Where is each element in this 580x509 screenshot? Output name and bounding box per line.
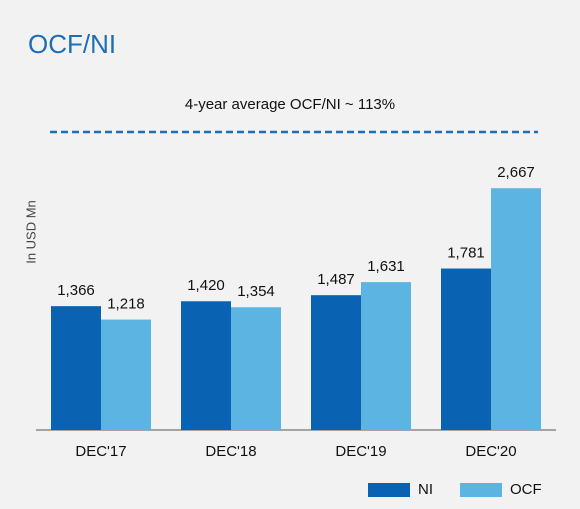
legend-swatch (368, 483, 410, 497)
x-tick-label: DEC'18 (205, 443, 256, 460)
x-tick-label: DEC'17 (75, 443, 126, 460)
data-label: 1,218 (107, 296, 145, 313)
bar (181, 301, 231, 430)
bar (441, 268, 491, 430)
bar (361, 282, 411, 430)
data-label: 1,631 (367, 258, 405, 275)
bar (51, 306, 101, 430)
data-label: 1,487 (317, 271, 355, 288)
bar (491, 188, 541, 430)
data-label: 1,781 (447, 244, 485, 261)
y-axis-label: In USD Mn (23, 200, 38, 264)
bar (311, 295, 361, 430)
x-tick-label: DEC'20 (465, 443, 516, 460)
bar (231, 307, 281, 430)
legend-label: NI (418, 481, 433, 498)
legend-label: OCF (510, 481, 542, 498)
data-label: 1,420 (187, 277, 225, 294)
data-label: 2,667 (497, 164, 535, 181)
data-label: 1,366 (57, 282, 95, 299)
annotation: 4-year average OCF/NI ~ 113% (185, 96, 395, 113)
legend-swatch (460, 483, 502, 497)
data-label: 1,354 (237, 283, 275, 300)
chart-title: OCF/NI (28, 29, 116, 59)
bar (101, 319, 151, 430)
x-tick-label: DEC'19 (335, 443, 386, 460)
